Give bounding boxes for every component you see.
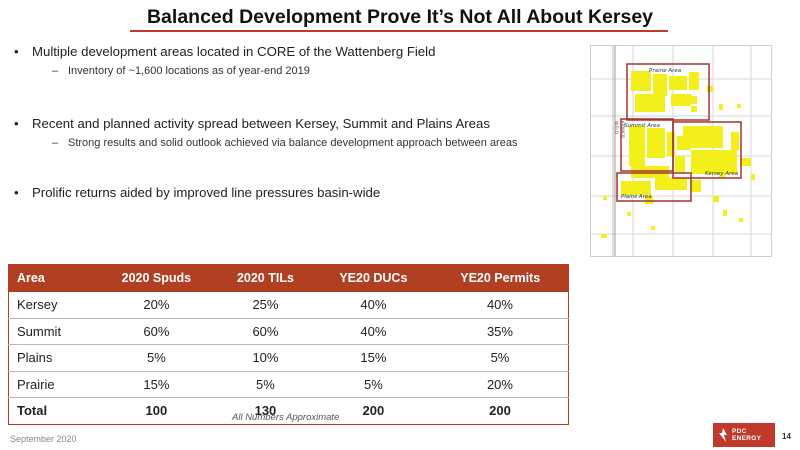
table-cell: 25% (216, 291, 315, 318)
table-cell: 40% (314, 291, 432, 318)
table-cell: 40% (431, 291, 569, 318)
area-boxes (616, 63, 742, 202)
table-row: Prairie 15% 5% 5% 20% (8, 370, 569, 398)
footer-date: September 2020 (10, 434, 77, 444)
table-cell: 20% (96, 291, 217, 318)
sub-bullet-item: – Strong results and solid outlook achiev… (52, 137, 518, 149)
summit-area-label: Summit Area (624, 123, 661, 129)
table-cell: 20% (431, 370, 569, 398)
column-header: 2020 Spuds (96, 264, 217, 292)
wattenberg-acreage-map: LARIMER WELD Pra (590, 45, 772, 257)
company-logo: PDC ENERGY (713, 423, 775, 447)
table-cell: 5% (431, 344, 569, 371)
table-cell: Summit (8, 317, 97, 345)
map-graphic: LARIMER WELD Pra (591, 46, 771, 256)
table-cell: 35% (431, 317, 569, 345)
sub-bullet-item: – Inventory of ~1,600 locations as of yea… (52, 65, 310, 77)
sub-bullet-text: Inventory of ~1,600 locations as of year… (68, 65, 310, 77)
table-footnote: All Numbers Approximate (232, 412, 340, 423)
table-cell: 200 (431, 397, 569, 424)
bullet-item: • Multiple development areas located in C… (14, 44, 436, 59)
table-cell: 200 (314, 397, 432, 424)
table-cell: 60% (216, 317, 315, 345)
bullet-text: Recent and planned activity spread betwe… (32, 116, 490, 131)
page-number: 14 (782, 432, 791, 441)
column-header: YE20 DUCs (314, 264, 433, 292)
bullet-item: • Recent and planned activity spread betw… (14, 116, 490, 131)
table-cell: Prairie (8, 370, 97, 398)
logo-text-line1: PDC (732, 428, 747, 435)
table-row: Summit 60% 60% 40% 35% (8, 317, 569, 345)
logo-icon (718, 428, 728, 442)
sub-bullet-text: Strong results and solid outlook achieve… (68, 137, 518, 149)
table-cell: Plains (8, 344, 97, 371)
table-cell: 5% (216, 370, 315, 398)
acreage-blocks (601, 71, 755, 238)
table-cell: 5% (314, 370, 432, 398)
slide-title: Balanced Development Prove It’s Not All … (146, 6, 654, 28)
column-header: YE20 Permits (431, 264, 569, 292)
table-cell: 100 (96, 397, 217, 424)
bullet-item: • Prolific returns aided by improved line… (14, 185, 381, 200)
table-header-row: Area 2020 Spuds 2020 TILs YE20 DUCs YE20… (7, 264, 569, 292)
table-cell: 15% (314, 344, 432, 371)
title-underline (130, 30, 668, 32)
column-header: Area (7, 264, 98, 292)
table-row: Plains 5% 10% 15% 5% (8, 344, 569, 371)
bullet-text: Prolific returns aided by improved line … (32, 185, 381, 200)
plains-area-box (616, 172, 692, 202)
prairie-area-box (626, 63, 710, 121)
table-total-row: Total 100 130 200 200 (8, 397, 569, 424)
table-row: Kersey 20% 25% 40% 40% (8, 291, 569, 318)
prairie-area-label: Prairie Area (649, 68, 682, 74)
table-cell: 40% (314, 317, 432, 345)
table-cell: 5% (96, 344, 217, 371)
table-cell: 10% (216, 344, 315, 371)
table-cell: Total (8, 397, 97, 424)
logo-text-line2: ENERGY (732, 435, 762, 442)
county-label: WELD (613, 121, 619, 135)
county-label: LARIMER (619, 118, 625, 138)
table-cell: 130 (216, 397, 315, 424)
table-cell: Kersey (8, 291, 97, 318)
kersey-area-label: Kersey Area (705, 171, 739, 177)
table-cell: 15% (96, 370, 217, 398)
plains-area-label: Plains Area (621, 194, 652, 200)
table-cell: 60% (96, 317, 217, 345)
area-activity-table: Area 2020 Spuds 2020 TILs YE20 DUCs YE20… (7, 264, 569, 425)
logo-text: PDC ENERGY (732, 428, 761, 442)
kersey-area-box (672, 121, 742, 179)
column-header: 2020 TILs (215, 264, 316, 292)
bullet-text: Multiple development areas located in CO… (32, 44, 436, 59)
